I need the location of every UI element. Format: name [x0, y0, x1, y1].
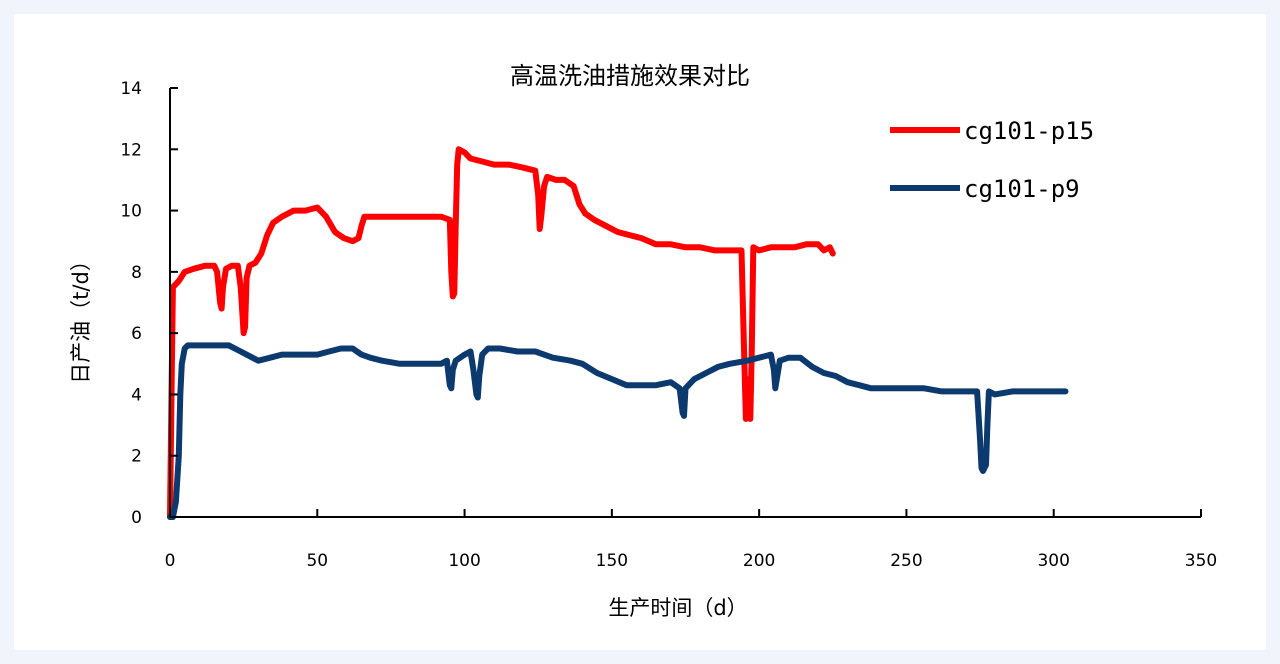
chart-panel: 高温洗油措施效果对比 0 2 4 6 8 10 12 14 0 50 100 150 200 250 30…: [14, 14, 1266, 650]
legend: cg101-p15 cg101-p9: [890, 117, 1094, 203]
y-tick-label: 2: [131, 447, 142, 467]
y-axis-ticks: 0 2 4 6 8 10 12 14: [120, 79, 178, 528]
y-tick-label: 6: [131, 324, 142, 344]
legend-label-cg101-p9: cg101-p9: [964, 175, 1080, 203]
y-tick-label: 0: [131, 508, 142, 528]
y-tick-label: 14: [120, 79, 142, 99]
plot-area: [167, 146, 1069, 520]
y-tick-label: 4: [131, 385, 142, 405]
x-tick-label: 0: [165, 551, 176, 571]
x-axis-ticks: 0 50 100 150 200 250 300 350: [165, 509, 1217, 571]
x-tick-label: 150: [596, 551, 628, 571]
chart-title: 高温洗油措施效果对比: [510, 62, 750, 90]
y-axis-title: 日产油（t/d）: [69, 250, 93, 384]
x-axis-title: 生产时间（d）: [608, 596, 747, 620]
y-tick-label: 10: [120, 202, 142, 222]
chart-svg: 高温洗油措施效果对比 0 2 4 6 8 10 12 14 0 50 100 150 200 250 30…: [69, 62, 1217, 620]
series-line-cg101-p9: [167, 342, 1069, 520]
x-tick-label: 100: [448, 551, 480, 571]
y-tick-label: 8: [131, 263, 142, 283]
legend-label-cg101-p15: cg101-p15: [964, 117, 1094, 145]
x-tick-label: 350: [1185, 551, 1217, 571]
x-tick-label: 200: [743, 551, 775, 571]
x-tick-label: 50: [306, 551, 328, 571]
series-line-cg101-p15: [167, 146, 836, 520]
x-tick-label: 250: [890, 551, 922, 571]
y-tick-label: 12: [120, 140, 142, 160]
x-tick-label: 300: [1037, 551, 1069, 571]
